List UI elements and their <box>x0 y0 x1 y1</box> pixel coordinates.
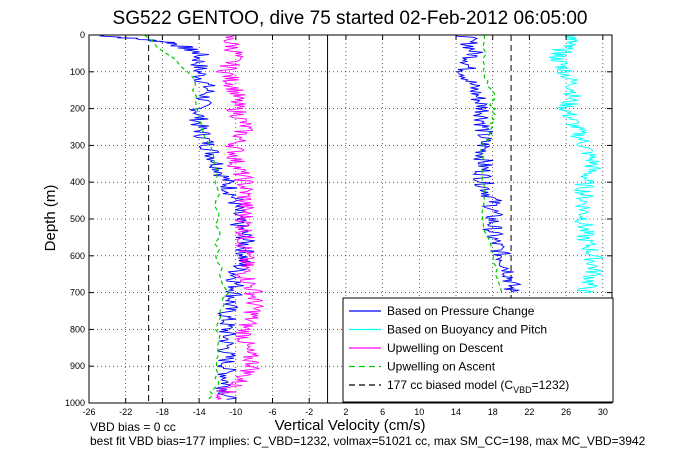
vbd-bias-note: VBD bias = 0 cc <box>90 420 176 434</box>
y-tick-label: 1000 <box>65 398 85 408</box>
y-tick-label: 600 <box>70 251 85 261</box>
best-fit-note: best fit VBD bias=177 implies: C_VBD=123… <box>90 434 646 448</box>
series-line-2-0 <box>215 34 264 400</box>
x-tick-label: 30 <box>598 407 608 417</box>
x-tick-label: 10 <box>414 407 424 417</box>
x-tick-label: 18 <box>488 407 498 417</box>
x-tick-label: -14 <box>193 407 206 417</box>
y-tick-label: 200 <box>70 104 85 114</box>
x-tick-label: -26 <box>82 407 95 417</box>
y-tick-label: 100 <box>70 67 85 77</box>
y-tick-label: 500 <box>70 214 85 224</box>
x-tick-label: 2 <box>343 407 348 417</box>
x-tick-label: 6 <box>380 407 385 417</box>
x-tick-label: -2 <box>305 407 313 417</box>
chart-title: SG522 GENTOO, dive 75 started 02-Feb-201… <box>113 8 588 29</box>
legend-label: Upwelling on Ascent <box>387 360 496 374</box>
plot-area: -26 -22 -18 -14 -10 -6 -2 2 6 10 14 18 22 26 300100200… <box>65 30 614 417</box>
legend-label-suffix: =1232) <box>532 378 570 392</box>
x-tick-label: -10 <box>229 407 242 417</box>
series-line-0-0 <box>97 34 255 400</box>
y-axis-label: Depth (m) <box>42 185 59 252</box>
legend-label: Based on Pressure Change <box>387 304 535 318</box>
x-axis-label: Vertical Velocity (cm/s) <box>275 417 426 434</box>
y-tick-label: 0 <box>80 30 85 40</box>
series-line-3-0 <box>144 34 230 400</box>
series-line-0-1 <box>455 34 522 293</box>
y-tick-label: 400 <box>70 177 85 187</box>
legend-label: Based on Buoyancy and Pitch <box>387 323 547 337</box>
x-tick-label: -6 <box>269 407 277 417</box>
x-tick-label: 14 <box>451 407 461 417</box>
y-tick-label: 700 <box>70 288 85 298</box>
legend-label: Upwelling on Descent <box>387 341 504 355</box>
x-tick-label: -22 <box>119 407 132 417</box>
x-tick-label: 26 <box>561 407 571 417</box>
y-tick-label: 900 <box>70 361 85 371</box>
legend-box <box>342 297 614 403</box>
legend-label-subscript: VBD <box>513 385 532 395</box>
series-line-3-1 <box>480 34 503 293</box>
y-tick-label: 300 <box>70 140 85 150</box>
y-tick-label: 800 <box>70 324 85 334</box>
series-line-1-0 <box>548 34 605 294</box>
x-tick-label: 22 <box>524 407 534 417</box>
x-tick-label: -18 <box>156 407 169 417</box>
